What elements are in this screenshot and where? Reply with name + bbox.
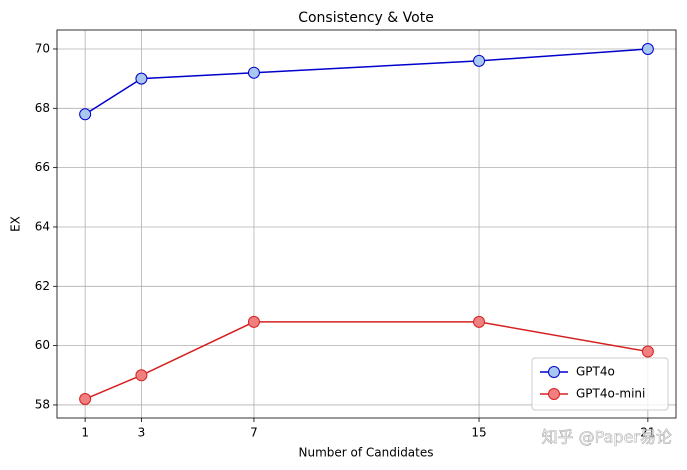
- x-axis-label: Number of Candidates: [299, 446, 434, 460]
- x-tick-label: 15: [471, 426, 486, 440]
- legend: GPT4o GPT4o-mini: [531, 357, 669, 411]
- watermark: 知乎 @Paper易论: [542, 428, 672, 447]
- legend-label: GPT4o-mini: [576, 387, 645, 401]
- data-point: [247, 315, 260, 328]
- y-tick-label: 60: [35, 338, 50, 352]
- legend-marker: [548, 366, 560, 378]
- data-point: [473, 54, 486, 67]
- legend-box: [531, 357, 669, 411]
- data-point: [473, 315, 486, 328]
- x-tick-label: 21: [640, 426, 655, 440]
- y-tick-label: 62: [35, 279, 50, 293]
- chart-title: Consistency & Vote: [298, 10, 434, 26]
- data-point: [79, 108, 92, 121]
- x-tick-label: 1: [81, 426, 89, 440]
- legend-marker: [548, 388, 560, 400]
- data-point: [247, 66, 260, 79]
- legend-label: GPT4o: [576, 365, 615, 379]
- series-line: [84, 48, 648, 115]
- y-tick-label: 58: [35, 397, 50, 411]
- y-tick-label: 64: [35, 219, 50, 233]
- y-tick-label: 66: [35, 160, 50, 174]
- x-tick-label: 7: [250, 426, 258, 440]
- data-point: [79, 393, 92, 406]
- data-point: [641, 345, 654, 358]
- data-point: [135, 72, 148, 85]
- x-tick-label: 3: [138, 426, 146, 440]
- data-point: [641, 42, 654, 55]
- plot-frame: [56, 29, 677, 419]
- y-tick-label: 70: [35, 41, 50, 55]
- data-point: [135, 369, 148, 382]
- y-axis-label: EX: [9, 216, 23, 232]
- y-tick-label: 68: [35, 101, 50, 115]
